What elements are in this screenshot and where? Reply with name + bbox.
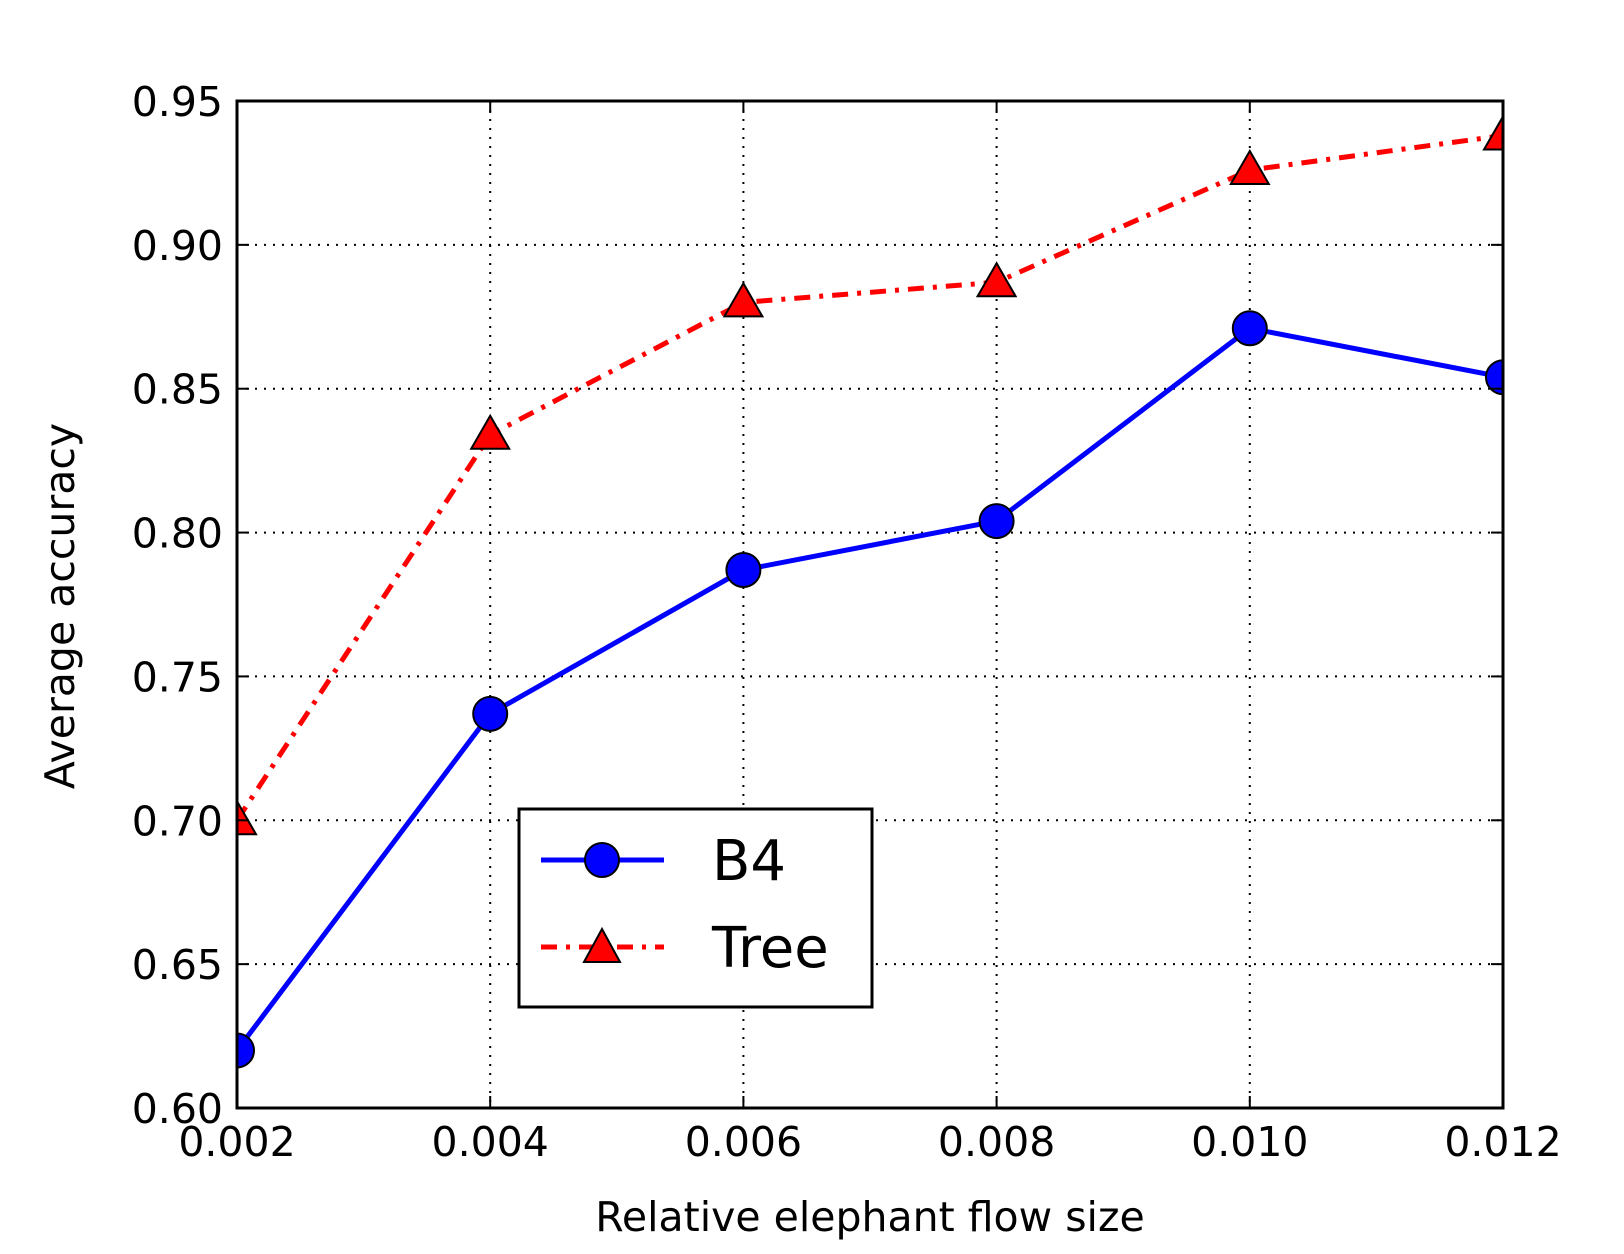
data-point-tree — [1482, 114, 1503, 151]
legend-entry-b4: B4 — [541, 829, 786, 894]
x-tick-label: 0.010 — [1191, 1118, 1308, 1166]
legend-marker-b4 — [584, 842, 620, 878]
data-point-tree — [975, 261, 1018, 298]
series-b4 — [237, 310, 1503, 1069]
data-point-tree — [237, 799, 258, 836]
x-axis-label: Relative elephant flow size — [595, 1193, 1144, 1241]
y-tick-label: 0.80 — [132, 510, 223, 558]
legend-box — [517, 807, 874, 1009]
x-tick-label: 0.002 — [178, 1118, 295, 1166]
legend: B4 Tree — [517, 807, 874, 1009]
y-tick-label: 0.95 — [132, 78, 223, 126]
data-point-tree — [1229, 149, 1271, 186]
series-line-b4 — [237, 325, 1503, 1052]
data-point-b4 — [1485, 359, 1503, 396]
y-tick-label: 0.75 — [132, 653, 223, 701]
data-point-b4 — [237, 1032, 255, 1069]
tick-marks — [236, 100, 1504, 1109]
y-tick-label: 0.85 — [132, 366, 223, 414]
y-tick-label: 0.90 — [132, 222, 223, 270]
data-point-b4 — [725, 551, 762, 588]
data-point-b4 — [978, 503, 1015, 540]
data-point-b4 — [1231, 310, 1268, 347]
x-tick-label: 0.006 — [685, 1118, 802, 1166]
y-tick-label: 0.65 — [132, 941, 223, 989]
legend-label-b4: B4 — [712, 829, 786, 894]
plot-area-frame — [235, 99, 1505, 1110]
x-tick-label: 0.012 — [1444, 1118, 1561, 1166]
grid — [237, 101, 1503, 1108]
y-tick-label: 0.70 — [132, 797, 223, 845]
legend-marker-tree — [582, 926, 622, 963]
legend-label-tree: Tree — [711, 916, 829, 981]
legend-entry-tree: Tree — [541, 916, 829, 981]
x-tick-label: 0.008 — [938, 1118, 1055, 1166]
x-tick-labels: 0.002 0.004 0.006 0.008 0.010 0.012 — [178, 1118, 1561, 1166]
y-tick-labels: 0.60 0.65 0.70 0.75 0.80 0.85 0.90 0.95 — [132, 78, 223, 1133]
y-tick-label: 0.60 — [132, 1085, 223, 1133]
series-layer — [237, 114, 1503, 1069]
series-line-tree — [237, 133, 1503, 822]
data-point-tree — [722, 281, 765, 318]
y-axis-label: Average accuracy — [36, 423, 84, 789]
x-tick-label: 0.004 — [432, 1118, 549, 1166]
series-tree — [237, 114, 1503, 836]
data-point-b4 — [472, 695, 509, 732]
data-point-tree — [469, 413, 511, 450]
